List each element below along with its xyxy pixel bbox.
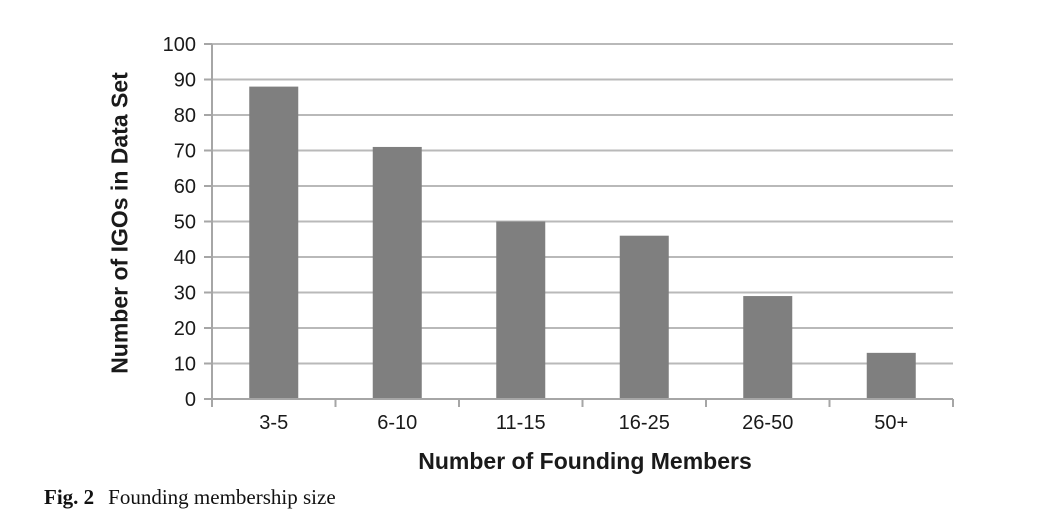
caption-text: Founding membership size <box>108 485 336 509</box>
figure-caption: Fig. 2 Founding membership size <box>44 485 336 510</box>
bar <box>619 235 669 399</box>
bar <box>866 352 916 399</box>
x-category-label: 11-15 <box>496 412 546 434</box>
y-tick-label: 100 <box>163 34 196 56</box>
y-tick-label: 70 <box>174 141 196 163</box>
y-tick-label: 30 <box>174 283 196 305</box>
y-tick-label: 50 <box>174 212 196 234</box>
y-tick-label: 20 <box>174 318 196 340</box>
caption-label: Fig. 2 <box>44 485 95 509</box>
y-tick-label: 40 <box>174 247 196 269</box>
x-category-label: 16-25 <box>619 412 670 434</box>
bar <box>372 146 422 399</box>
y-tick-label: 90 <box>174 70 196 92</box>
y-tick-label: 60 <box>174 176 196 198</box>
x-category-label: 6-10 <box>377 412 417 434</box>
y-tick-label: 0 <box>185 389 196 411</box>
bar <box>249 86 299 399</box>
x-category-label: 50+ <box>874 412 908 434</box>
x-category-label: 26-50 <box>742 412 793 434</box>
y-axis-title: Number of IGOs in Data Set <box>106 72 133 374</box>
y-tick-label: 10 <box>174 354 196 376</box>
x-axis-title: Number of Founding Members <box>418 448 752 474</box>
bar <box>743 296 793 399</box>
y-tick-label: 80 <box>174 105 196 127</box>
x-category-label: 3-5 <box>259 412 288 434</box>
bar <box>496 221 546 399</box>
